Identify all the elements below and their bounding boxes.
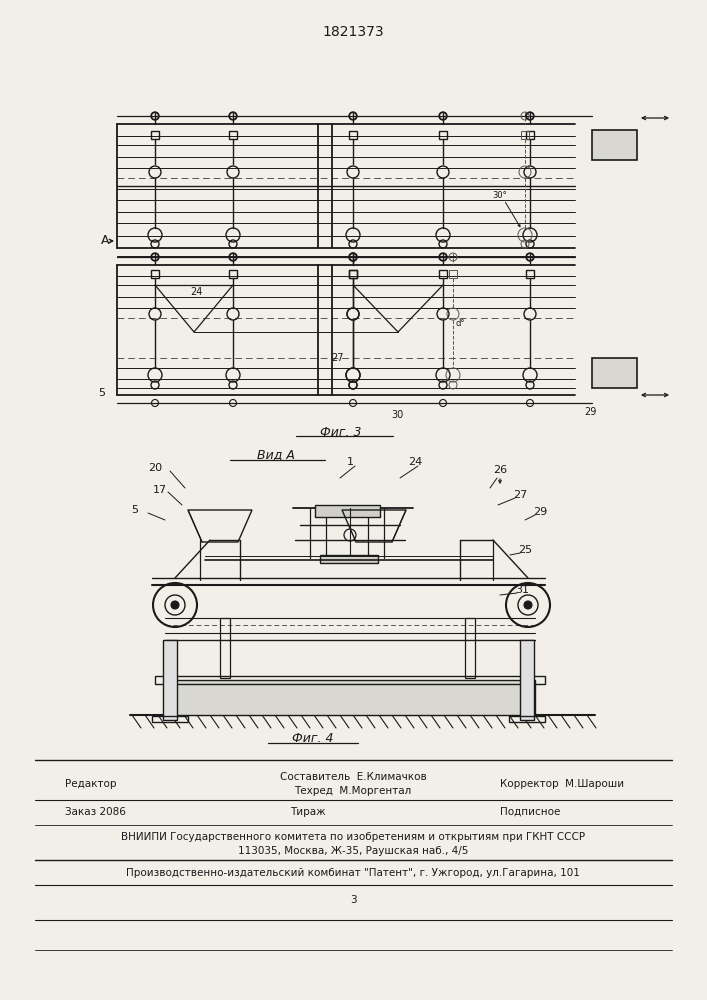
- Text: 27: 27: [513, 490, 527, 500]
- Bar: [320, 555, 378, 563]
- Circle shape: [524, 601, 532, 609]
- Text: 31: 31: [515, 585, 529, 595]
- Bar: [526, 131, 534, 139]
- Text: 26: 26: [493, 465, 507, 475]
- Bar: [229, 131, 237, 139]
- Bar: [592, 130, 637, 160]
- Bar: [220, 618, 230, 678]
- Text: 29: 29: [584, 407, 596, 417]
- Bar: [163, 640, 177, 720]
- Text: Составитель  Е.Климачков: Составитель Е.Климачков: [280, 772, 426, 782]
- Bar: [165, 680, 535, 715]
- Text: 17: 17: [153, 485, 167, 495]
- Text: Подписное: Подписное: [500, 807, 561, 817]
- Text: Редактор: Редактор: [65, 779, 117, 789]
- Text: Корректор  М.Шароши: Корректор М.Шароши: [500, 779, 624, 789]
- Bar: [526, 270, 534, 278]
- Bar: [521, 131, 529, 139]
- Text: 24: 24: [408, 457, 422, 467]
- Text: Фиг. 4: Фиг. 4: [292, 732, 334, 744]
- Bar: [439, 270, 447, 278]
- Text: 5: 5: [132, 505, 139, 515]
- Text: Техред  М.Моргентал: Техред М.Моргентал: [294, 786, 411, 796]
- Bar: [152, 716, 188, 722]
- Bar: [151, 270, 159, 278]
- Text: Тираж: Тираж: [290, 807, 326, 817]
- Bar: [520, 640, 534, 720]
- Text: A: A: [101, 234, 110, 247]
- Text: Производственно-издательский комбинат "Патент", г. Ужгород, ул.Гагарина, 101: Производственно-издательский комбинат "П…: [126, 868, 580, 878]
- Text: 29: 29: [533, 507, 547, 517]
- Text: ВНИИПИ Государственного комитета по изобретениям и открытиям при ГКНТ СССР: ВНИИПИ Государственного комитета по изоб…: [121, 832, 585, 842]
- Bar: [592, 358, 637, 388]
- Text: 30: 30: [391, 410, 403, 420]
- Text: d°: d°: [455, 318, 464, 328]
- Text: 30°: 30°: [493, 190, 508, 200]
- Bar: [155, 676, 545, 684]
- Bar: [465, 618, 475, 678]
- Bar: [349, 270, 357, 278]
- Text: Заказ 2086: Заказ 2086: [65, 807, 126, 817]
- Bar: [349, 131, 357, 139]
- Bar: [439, 131, 447, 139]
- Text: 25: 25: [518, 545, 532, 555]
- Bar: [315, 505, 380, 517]
- Text: 5: 5: [98, 388, 105, 398]
- Bar: [449, 270, 457, 278]
- Text: 27: 27: [332, 353, 344, 363]
- Text: 113035, Москва, Ж-35, Раушская наб., 4/5: 113035, Москва, Ж-35, Раушская наб., 4/5: [238, 846, 468, 856]
- Text: 24: 24: [189, 287, 202, 297]
- Text: Фиг. 3: Фиг. 3: [320, 426, 362, 438]
- Bar: [151, 131, 159, 139]
- Bar: [349, 270, 357, 278]
- Text: 3: 3: [350, 895, 356, 905]
- Circle shape: [171, 601, 179, 609]
- Bar: [229, 270, 237, 278]
- Bar: [509, 716, 545, 722]
- Text: 1821373: 1821373: [322, 25, 384, 39]
- Text: 1: 1: [346, 457, 354, 467]
- Text: 20: 20: [148, 463, 162, 473]
- Text: Вид A: Вид A: [257, 448, 295, 462]
